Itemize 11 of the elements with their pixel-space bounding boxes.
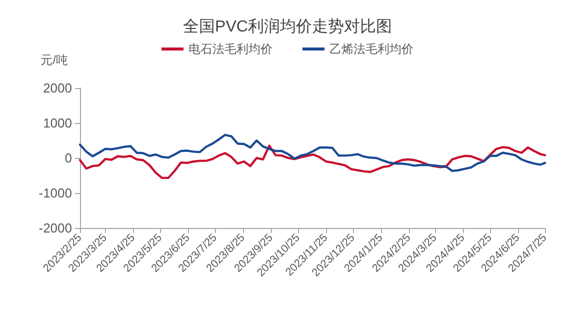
y-tick-label: 1000	[43, 116, 72, 130]
y-tick-label: -1000	[38, 186, 72, 200]
line-series	[78, 134, 546, 172]
legend-label: 乙烯法毛利均价	[330, 42, 414, 56]
y-tick-label: 0	[64, 150, 72, 166]
y-tick-label: -2000	[38, 220, 72, 236]
legend-label: 电石法毛利均价	[188, 42, 272, 56]
line-series	[78, 144, 546, 180]
chart-title: 全国PVC利润均价走势对比图	[183, 18, 392, 36]
y-tick-label: 2000	[43, 80, 72, 96]
y-axis-title: 元/吨	[40, 53, 68, 67]
